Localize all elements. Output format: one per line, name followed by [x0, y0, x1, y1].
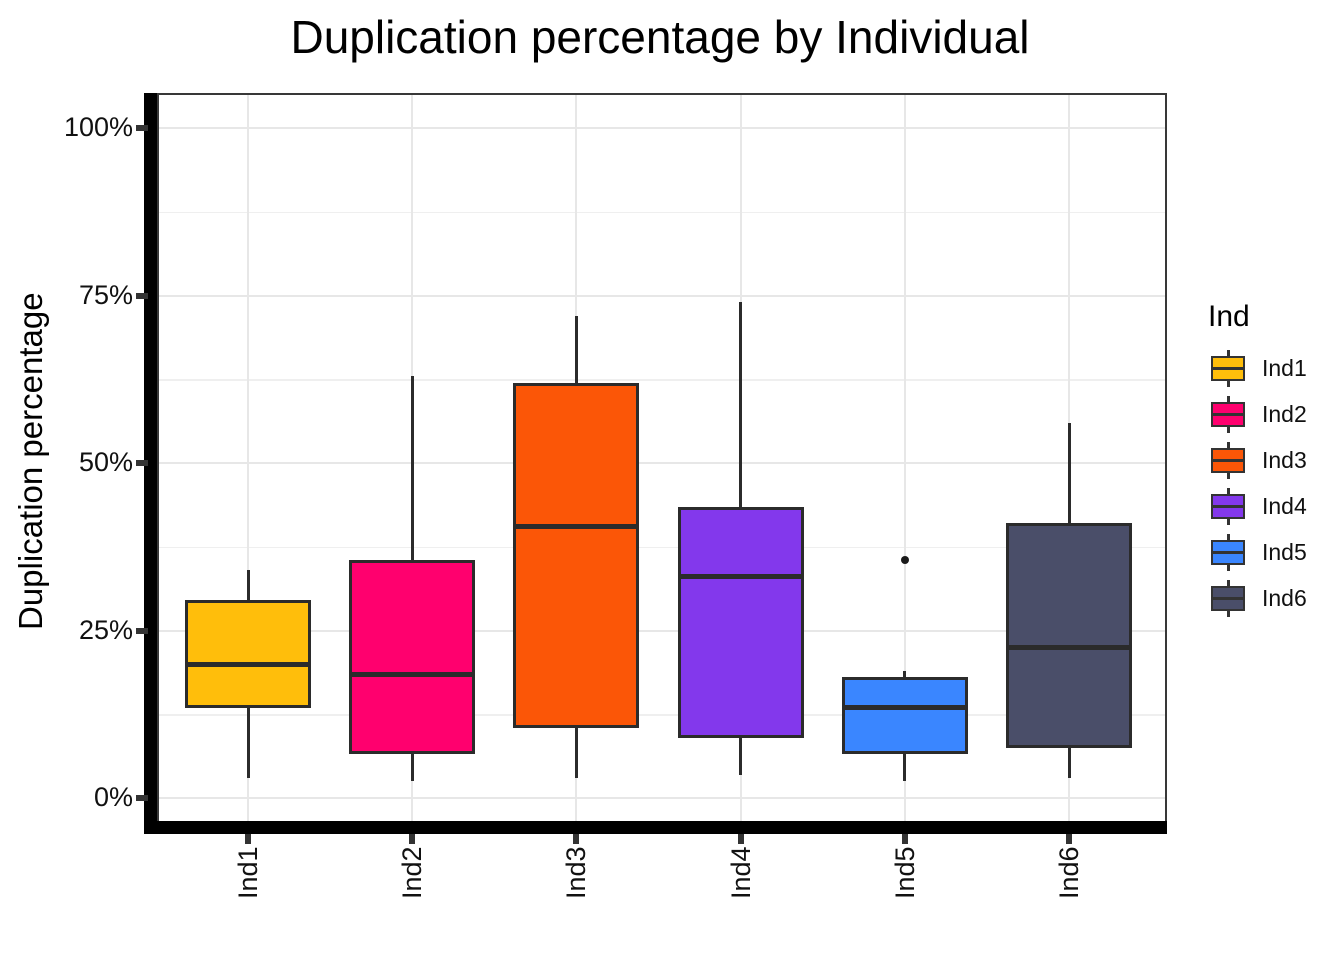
legend-key-ind1: [1208, 350, 1248, 387]
gridline-major: [159, 294, 1165, 297]
legend-key-median: [1211, 505, 1245, 508]
x-tick-mark: [1066, 834, 1072, 844]
legend-item-ind3: Ind3: [1208, 442, 1340, 479]
legend-item-ind6: Ind6: [1208, 580, 1340, 617]
x-tick-label-ind6: Ind6: [1054, 846, 1084, 899]
legend-key-ind5: [1208, 534, 1248, 571]
legend-items: Ind1 Ind2 Ind3 Ind4 Ind5 Ind6: [1208, 350, 1340, 617]
legend-key-ind2: [1208, 396, 1248, 433]
gridline-major: [159, 797, 1165, 799]
x-tick-label-ind1: Ind1: [233, 846, 263, 899]
gridline-minor: [159, 211, 1165, 214]
legend-title: Ind: [1208, 300, 1250, 333]
box-ind2: [349, 560, 476, 755]
x-tick-label-ind5: Ind5: [889, 846, 920, 899]
y-tick-mark: [136, 795, 148, 801]
y-axis-line: [144, 93, 157, 834]
legend-key-median: [1211, 551, 1245, 554]
gridline-major: [159, 127, 1165, 129]
median-ind4: [677, 574, 804, 580]
x-tick-mark: [245, 834, 251, 844]
legend-item-ind5: Ind5: [1208, 534, 1340, 571]
box-ind6: [1006, 523, 1132, 748]
y-tick-label: 25%: [78, 614, 133, 645]
x-tick-label-ind2: Ind2: [397, 846, 428, 899]
gridline-minor: [159, 379, 1165, 381]
y-tick-label: 50%: [78, 447, 133, 477]
outlier-ind5: [900, 556, 909, 565]
x-tick-mark: [409, 834, 416, 844]
median-ind3: [513, 524, 640, 530]
y-tick-mark: [136, 627, 148, 634]
y-tick-label: 0%: [93, 782, 133, 812]
x-tick-mark: [737, 834, 744, 844]
gridline-major: [159, 462, 1165, 464]
x-axis-line: [144, 821, 1167, 834]
legend-item-ind2: Ind2: [1208, 396, 1340, 433]
legend-item-label: Ind6: [1262, 585, 1307, 611]
legend-key-median: [1211, 367, 1245, 370]
legend-key-median: [1211, 459, 1245, 462]
x-tick-label-ind3: Ind3: [561, 846, 592, 899]
y-tick-label: 75%: [78, 279, 133, 310]
legend-item-ind4: Ind4: [1208, 488, 1340, 525]
y-tick-label: 100%: [63, 112, 133, 142]
y-tick-mark: [136, 292, 148, 299]
median-ind1: [185, 661, 311, 667]
box-ind1: [185, 600, 311, 708]
legend-key-ind3: [1208, 442, 1248, 479]
gridline-minor: [159, 546, 1165, 549]
y-tick-mark: [136, 460, 148, 466]
box-ind3: [513, 382, 640, 728]
legend-key-ind6: [1208, 580, 1248, 617]
legend-item-ind1: Ind1: [1208, 350, 1340, 387]
plot-panel: [157, 93, 1167, 828]
legend-item-label: Ind4: [1262, 493, 1307, 519]
gridline-major: [159, 629, 1165, 632]
gridline-minor: [159, 714, 1165, 716]
legend-item-label: Ind2: [1262, 401, 1307, 427]
x-tick-mark: [573, 834, 580, 844]
gridline-vertical: [247, 95, 249, 826]
median-ind6: [1006, 644, 1132, 650]
gridline-vertical: [903, 95, 906, 826]
legend-item-label: Ind5: [1262, 539, 1307, 565]
median-ind2: [349, 671, 476, 677]
legend-key-median: [1211, 413, 1245, 416]
legend: Ind Ind1 Ind2 Ind3 Ind4 Ind5 Ind6: [1208, 300, 1340, 626]
chart-title: Duplication percentage by Individual: [290, 11, 1030, 63]
median-ind5: [841, 705, 968, 711]
box-ind4: [677, 506, 804, 738]
x-tick-mark: [901, 834, 908, 844]
x-tick-label-ind4: Ind4: [725, 846, 756, 899]
legend-key-median: [1211, 597, 1245, 600]
box-ind5: [841, 677, 968, 755]
legend-item-label: Ind3: [1262, 447, 1307, 473]
legend-item-label: Ind1: [1262, 355, 1307, 381]
legend-key-ind4: [1208, 488, 1248, 525]
y-tick-mark: [136, 125, 148, 131]
